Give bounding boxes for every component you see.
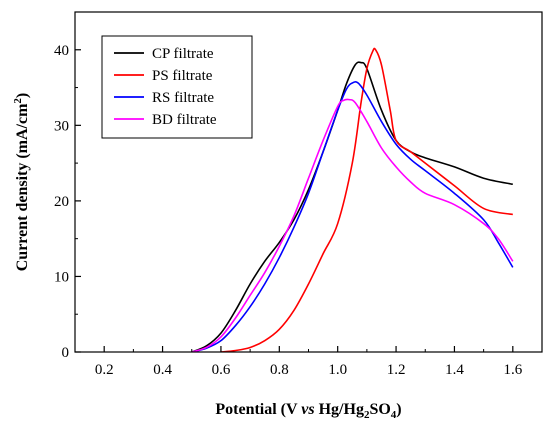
legend-items: CP filtrate PS filtrate RS filtrate BD filt… [114,46,217,128]
x-tick-label: 0.8 [270,362,289,378]
x-tick-label: 0.4 [153,362,172,378]
x-tick-label: 1.6 [503,362,522,378]
y-tick-label: 20 [54,194,69,210]
series-line-rs-filtrate [191,81,514,352]
y-tick-label: 40 [54,43,69,59]
series-layer [191,47,514,352]
axis-ticks: 0.2 0.4 0.6 0.8 1.0 1.2 1.4 1.6 0 10 20 30 40 [54,43,543,378]
legend-label-cp-filtrate: CP filtrate [152,46,214,62]
y-axis-title: Current density (mA/cm2) [12,93,31,272]
series-line-cp-filtrate [191,61,513,352]
y-tick-label: 0 [62,345,70,361]
y-tick-label: 30 [54,118,69,134]
x-tick-label: 1.2 [387,362,406,378]
y-tick-label: 10 [54,269,69,285]
x-axis-title: Potential (V vs Hg/Hg2SO4) [215,401,401,421]
legend-label-bd-filtrate: BD filtrate [152,112,217,128]
x-tick-label: 1.4 [445,362,464,378]
legend-label-rs-filtrate: RS filtrate [152,90,214,106]
series-line-bd-filtrate [191,98,514,352]
x-tick-label: 0.2 [95,362,114,378]
x-tick-label: 1.0 [328,362,347,378]
legend: CP filtrate PS filtrate RS filtrate BD filt… [101,35,253,139]
legend-label-ps-filtrate: PS filtrate [152,68,213,84]
series-line-ps-filtrate [220,47,513,352]
x-tick-label: 0.6 [212,362,231,378]
